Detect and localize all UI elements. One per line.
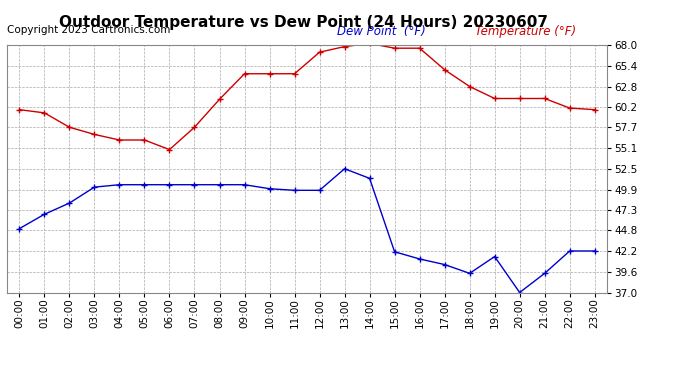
Text: Temperature (°F): Temperature (°F): [475, 25, 576, 38]
Text: Copyright 2023 Cartronics.com: Copyright 2023 Cartronics.com: [7, 25, 170, 35]
Text: Dew Point  (°F): Dew Point (°F): [337, 25, 426, 38]
Text: Outdoor Temperature vs Dew Point (24 Hours) 20230607: Outdoor Temperature vs Dew Point (24 Hou…: [59, 15, 548, 30]
